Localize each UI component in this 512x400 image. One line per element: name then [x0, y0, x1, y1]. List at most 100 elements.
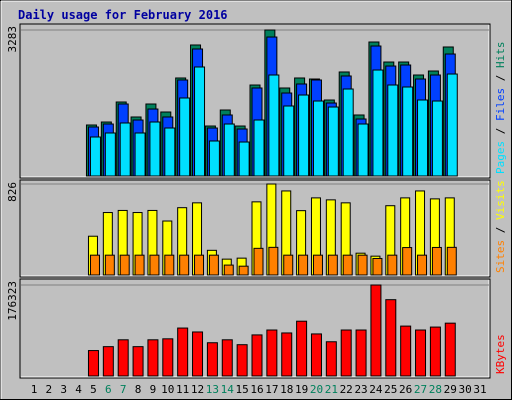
legend-entry: Sites [494, 240, 507, 273]
bar [417, 99, 429, 177]
bar [417, 254, 428, 276]
bar [372, 257, 383, 276]
legend: Pages / Files / Hits [494, 42, 507, 175]
bar [162, 338, 174, 377]
bar [340, 329, 352, 377]
bar [104, 132, 116, 177]
x-tick-label: 31 [473, 383, 486, 396]
bar [283, 254, 294, 276]
legend-separator: / [494, 68, 507, 88]
bar [298, 254, 309, 276]
x-tick-label: 15 [236, 383, 249, 396]
x-tick-label: 13 [206, 383, 219, 396]
bar [238, 141, 250, 177]
x-tick-label: 3 [60, 383, 67, 396]
bar [444, 322, 456, 377]
bar [117, 339, 129, 377]
bar [342, 254, 353, 276]
bar [402, 247, 413, 276]
bar [102, 346, 114, 377]
x-tick-label: 25 [384, 383, 397, 396]
bar [87, 350, 99, 377]
x-tick-label: 7 [120, 383, 127, 396]
bar [325, 341, 337, 377]
bar [89, 136, 101, 177]
bar [387, 84, 399, 177]
x-tick-label: 26 [399, 383, 412, 396]
bar [149, 121, 161, 177]
bar [281, 332, 293, 377]
bar [357, 254, 368, 276]
x-tick-label: 16 [250, 383, 263, 396]
bar [253, 119, 265, 177]
legend-entry: Pages [494, 141, 507, 174]
y-tick-label: 176323 [6, 281, 19, 321]
bar [357, 123, 369, 177]
legend: Sites / Visits [494, 180, 507, 273]
bar [194, 254, 205, 276]
bar [221, 339, 233, 377]
bar [208, 140, 220, 177]
bar [238, 265, 249, 276]
bar [119, 122, 131, 177]
bar [147, 339, 159, 377]
legend-entry: KBytes [494, 334, 507, 374]
bar [268, 246, 279, 276]
bar [179, 254, 190, 276]
bar [429, 326, 441, 377]
bar [298, 94, 310, 177]
bar [342, 88, 354, 177]
x-tick-label: 19 [295, 383, 308, 396]
bar [177, 327, 189, 377]
chart-title: Daily usage for February 2016 [18, 8, 228, 22]
bar [310, 333, 322, 377]
bar [372, 69, 384, 177]
x-tick-label: 21 [325, 383, 338, 396]
bar [431, 246, 442, 276]
bar [312, 254, 323, 276]
x-tick-label: 24 [369, 383, 383, 396]
bar [134, 254, 145, 276]
bar [208, 254, 219, 276]
x-tick-label: 4 [75, 383, 82, 396]
x-tick-label: 12 [191, 383, 204, 396]
bar [223, 264, 234, 276]
x-tick-label: 1 [31, 383, 38, 396]
bar [312, 100, 324, 177]
bar [415, 329, 427, 377]
bar [179, 97, 191, 177]
legend-separator: / [494, 121, 507, 141]
bar [192, 331, 204, 377]
bar [266, 329, 278, 377]
x-tick-label: 20 [310, 383, 323, 396]
bar [149, 254, 160, 276]
bar [355, 329, 367, 377]
bar [206, 342, 218, 377]
bar [119, 254, 130, 276]
legend-entry: Files [494, 88, 507, 121]
x-tick-label: 22 [340, 383, 353, 396]
bar [431, 100, 443, 177]
bar [236, 344, 248, 377]
x-tick-label: 5 [90, 383, 97, 396]
bar [327, 254, 338, 276]
bar [89, 254, 100, 276]
bar [223, 123, 235, 177]
bar [446, 73, 458, 177]
legend-entry: Visits [494, 180, 507, 220]
bar [327, 106, 339, 177]
bar [446, 246, 457, 276]
legend-entry: Hits [494, 42, 507, 69]
x-tick-label: 14 [221, 383, 235, 396]
bar [385, 299, 397, 377]
x-tick-label: 27 [414, 383, 427, 396]
legend: KBytes [494, 334, 507, 374]
bar [251, 334, 263, 377]
x-tick-label: 8 [135, 383, 142, 396]
y-tick-label: 3283 [6, 26, 19, 53]
bar [253, 247, 264, 276]
x-tick-label: 17 [265, 383, 278, 396]
x-tick-label: 28 [429, 383, 442, 396]
x-tick-label: 9 [150, 383, 157, 396]
